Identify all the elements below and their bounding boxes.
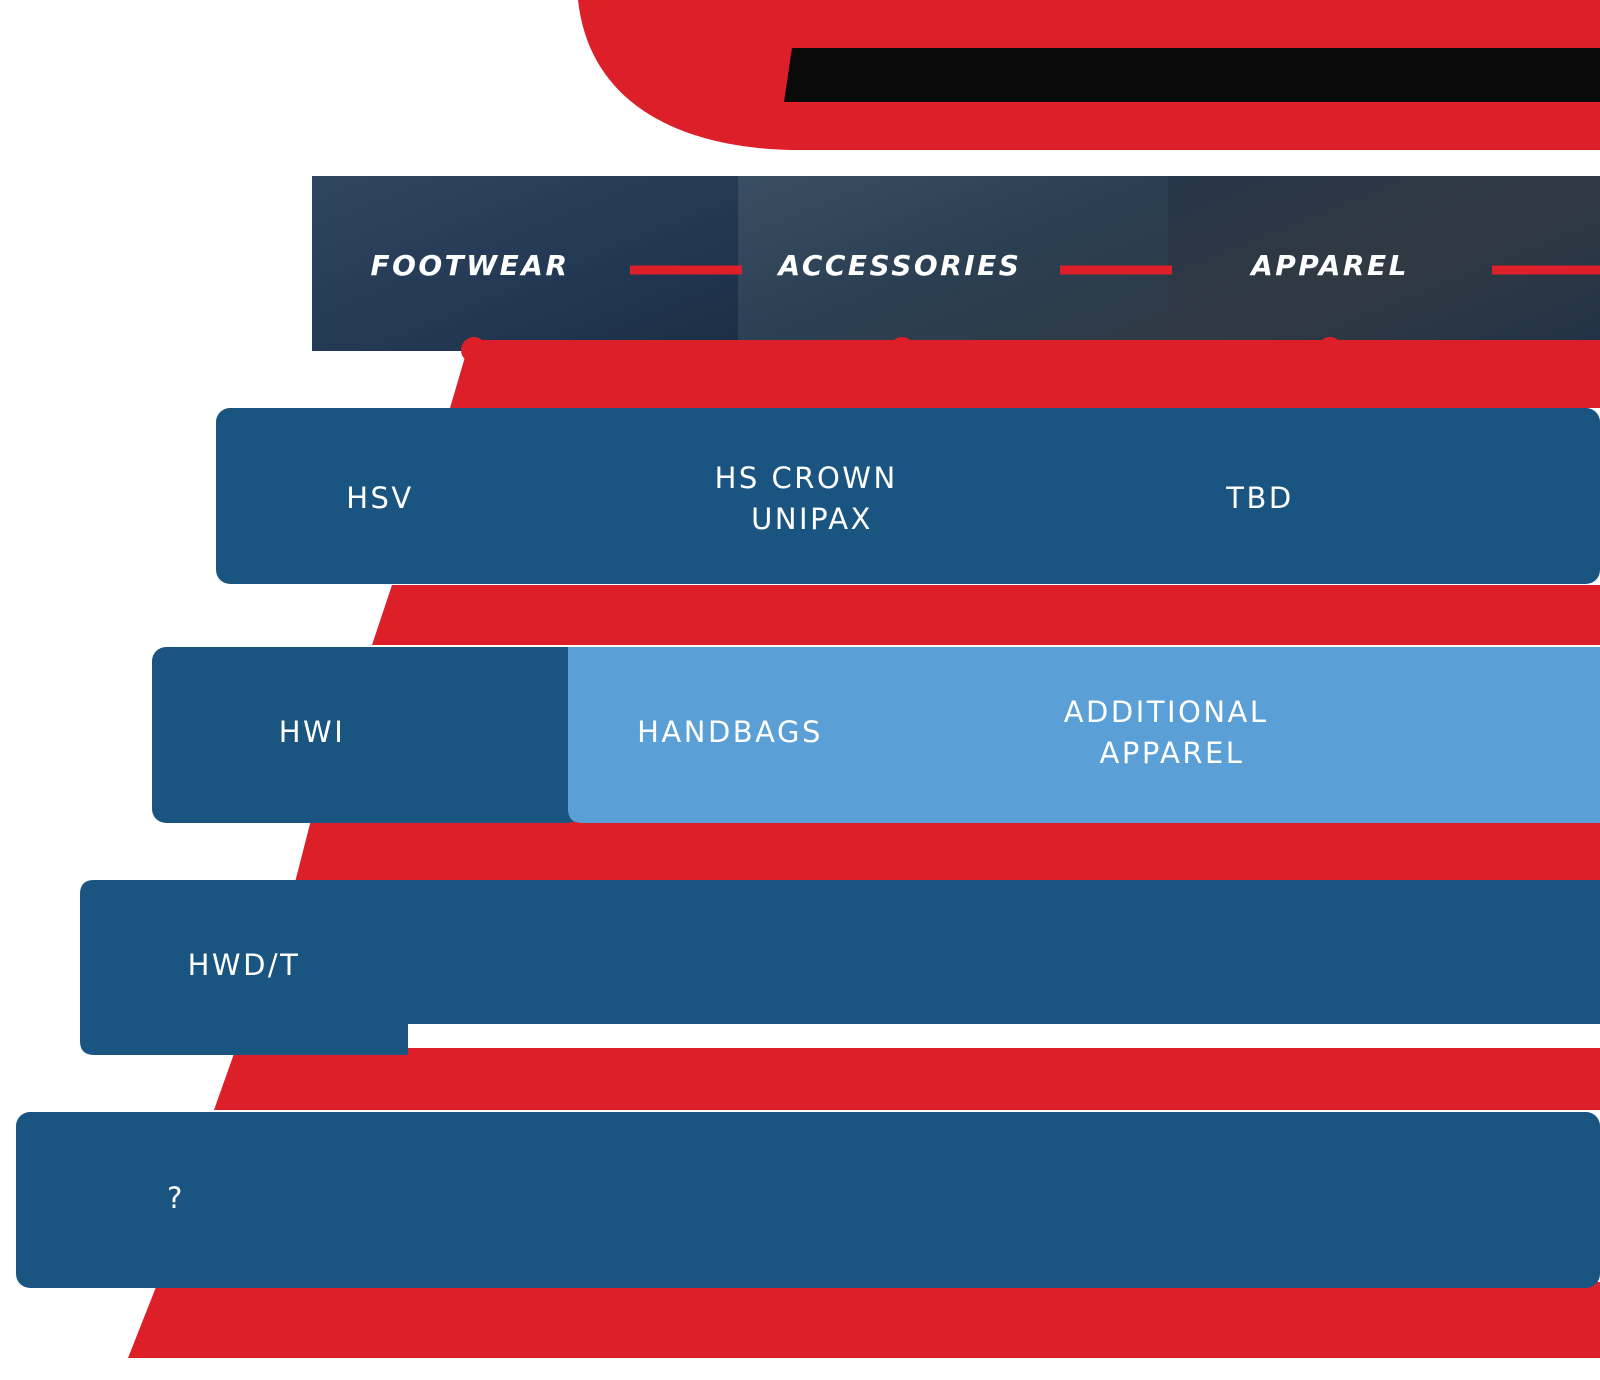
box-label-hwd-t: HWD/T <box>188 948 301 982</box>
band-row2-to-row3 <box>292 816 1600 894</box>
box-label-hwi: HWI <box>279 715 346 749</box>
header-banner <box>578 0 1600 150</box>
connector-node <box>889 337 915 363</box>
band-row1-to-row2 <box>372 585 1600 645</box>
tier-connector-bands <box>128 337 1600 1358</box>
tier-row-4: ? <box>16 1112 1600 1288</box>
category-label-accessories: ACCESSORIES <box>777 249 1022 282</box>
box-label-tbd: TBD <box>1225 481 1293 515</box>
category-label-apparel: APPAREL <box>1249 249 1409 282</box>
tier-row-3: HWD/T <box>80 880 1600 1055</box>
tier-box-row2-dark <box>152 647 582 823</box>
box-label-handbags: HANDBAGS <box>637 715 823 749</box>
band-below-row4 <box>128 1282 1600 1358</box>
band-row3-to-row4 <box>214 1048 1600 1110</box>
box-label-hs-crown-unipax: HS CROWN UNIPAX <box>715 461 910 536</box>
tier-row-2: HWI HANDBAGS ADDITIONAL APPAREL <box>152 647 1600 823</box>
connector-node <box>1317 337 1343 363</box>
box-label-unknown: ? <box>167 1181 185 1215</box>
photo-strip-overlay <box>312 176 1600 351</box>
tier-box-row2-light <box>568 647 1600 823</box>
tier-box-row3 <box>80 880 1600 1055</box>
apparel-photo <box>1168 176 1600 351</box>
connector-node <box>461 337 487 363</box>
accessories-photo <box>738 176 1168 351</box>
tier-box-row4 <box>16 1112 1600 1288</box>
tier-row-1: HSV HS CROWN UNIPAX TBD <box>216 408 1600 584</box>
footwear-photo <box>312 176 738 351</box>
tier-box-row1 <box>216 408 1600 584</box>
category-photo-strip: FOOTWEAR ACCESSORIES APPAREL <box>312 176 1600 351</box>
header-title-bar <box>784 48 1600 102</box>
box-label-additional-apparel: ADDITIONAL APPAREL <box>1064 695 1281 770</box>
category-label-footwear: FOOTWEAR <box>370 249 569 282</box>
band-photos-to-row1 <box>450 340 1600 408</box>
box-label-hsv: HSV <box>346 481 414 515</box>
